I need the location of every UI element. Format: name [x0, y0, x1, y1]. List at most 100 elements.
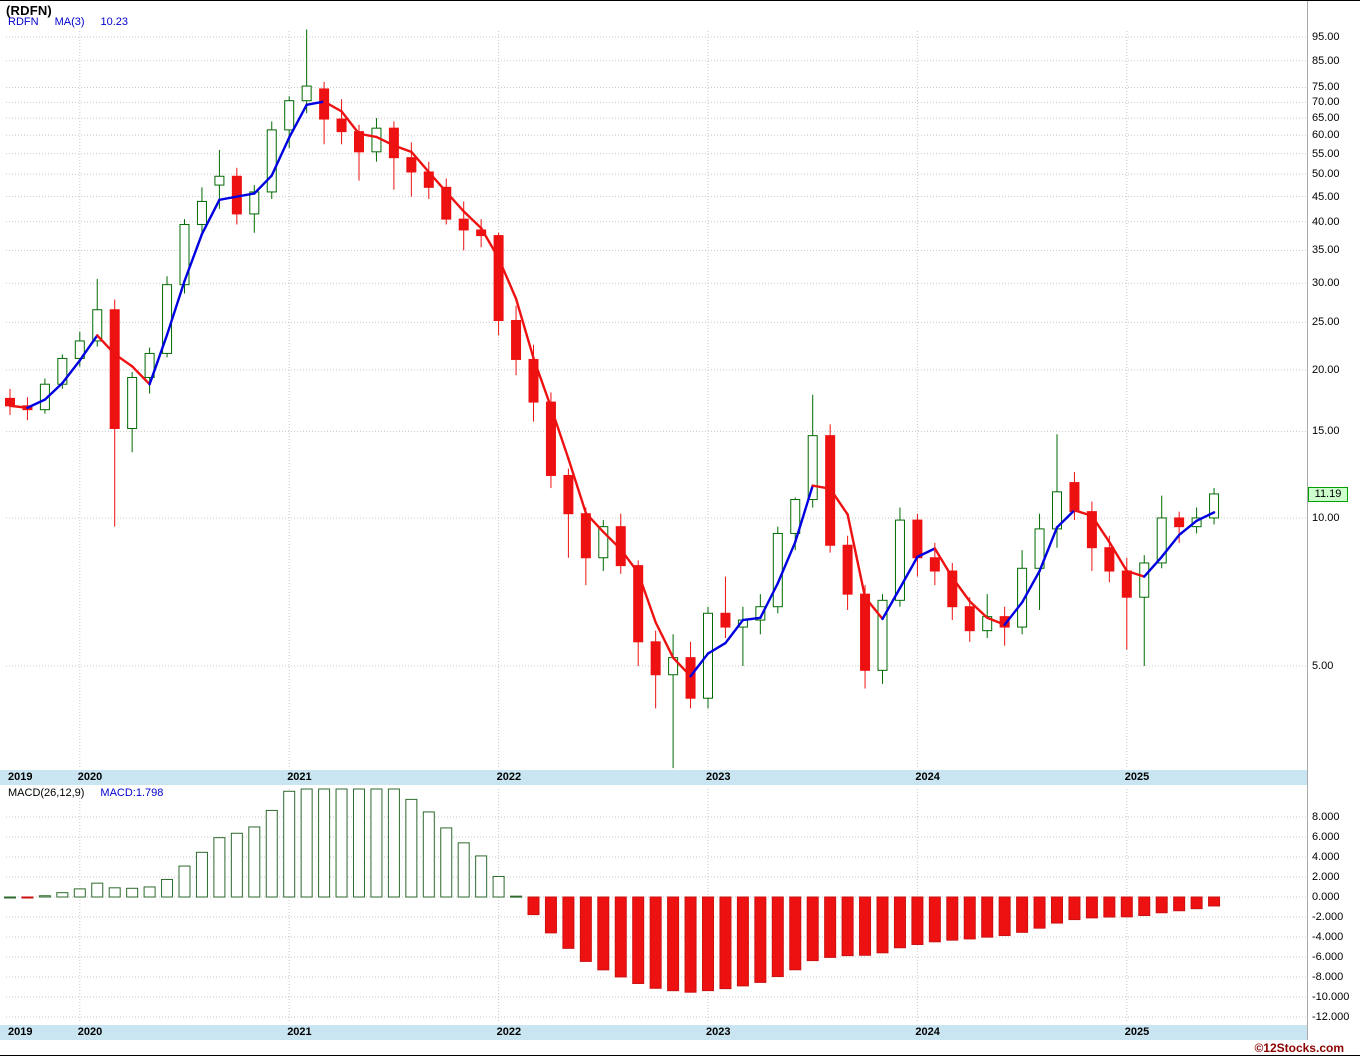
macd-histogram-bar — [719, 896, 732, 990]
ma-line-segment — [724, 618, 745, 645]
macd-histogram-bar — [911, 896, 924, 945]
ma-line-segment — [794, 484, 814, 544]
ma-line-segment — [288, 103, 308, 139]
ma-line-segment — [427, 170, 448, 194]
macd-histogram-bar — [161, 878, 174, 898]
ma-line-segment — [514, 297, 535, 360]
candle-body — [1139, 562, 1150, 598]
year-label: 2021 — [287, 771, 312, 783]
macd-histogram-bar — [1190, 896, 1203, 910]
ma-line-segment — [165, 279, 186, 337]
macd-x-axis-band: 2019 2020 2021 2022 2023 2024 2025 — [0, 1025, 1307, 1040]
macd-axis-label: 6.000 — [1312, 831, 1340, 843]
ma-line-segment — [532, 356, 553, 409]
ma-line-segment — [130, 365, 151, 386]
candle-body — [842, 544, 853, 595]
macd-histogram-bar — [405, 798, 418, 898]
macd-histogram-bar — [283, 790, 296, 898]
macd-histogram-bar — [492, 875, 505, 898]
ma-line-segment — [759, 582, 779, 619]
macd-histogram-bar — [265, 809, 278, 898]
candle-body — [354, 131, 364, 153]
macd-histogram-bar — [893, 896, 906, 949]
candle-body — [790, 499, 801, 534]
ma-line-segment — [1003, 601, 1024, 626]
macd-histogram-bar — [527, 896, 540, 916]
macd-histogram-bar — [684, 896, 697, 993]
macd-histogram-bar — [649, 896, 662, 989]
macd-histogram-bar — [981, 896, 994, 938]
ma-line-segment — [863, 596, 884, 621]
ma-line-segment — [392, 144, 413, 154]
macd-value-label: MACD:1.798 — [100, 787, 164, 799]
site-watermark[interactable]: ©12Stocks.com — [1254, 1041, 1344, 1055]
ma-line-segment — [410, 150, 430, 174]
ma-line-segment — [1090, 514, 1111, 544]
candle-body — [493, 235, 504, 321]
ma-line-segment — [986, 616, 1006, 626]
candle-body — [1017, 567, 1028, 628]
macd-histogram-bar — [754, 896, 767, 983]
macd-histogram-bar — [1051, 896, 1063, 924]
year-label: 2024 — [915, 771, 940, 783]
macd-axis-label: 8.000 — [1312, 811, 1340, 823]
price-axis-label: 15.00 — [1312, 425, 1340, 438]
ma-line-segment — [776, 540, 797, 585]
candle-body — [1121, 570, 1132, 598]
macd-histogram-bar — [335, 788, 348, 898]
ma-line-segment — [497, 256, 518, 300]
ma-line-segment — [148, 333, 169, 386]
ma-line-segment — [218, 195, 239, 202]
ma-line-segment — [26, 398, 47, 409]
price-axis-label: 10.00 — [1312, 511, 1340, 524]
candle-body — [877, 599, 888, 671]
macd-histogram-bar — [143, 886, 156, 898]
macd-histogram-bar — [1138, 896, 1151, 917]
candle-body — [563, 474, 574, 515]
legend-ma-label: MA(3) — [54, 16, 85, 28]
candle-body — [127, 376, 138, 429]
macd-histogram-bar — [21, 896, 34, 899]
candle-body — [301, 85, 312, 102]
ma-line-segment — [357, 132, 378, 139]
candle-body — [196, 200, 207, 225]
ma-line-segment — [8, 404, 29, 409]
candle-body — [703, 612, 713, 699]
year-label: 2021 — [287, 1026, 312, 1038]
price-axis-label: 75.00 — [1312, 81, 1340, 94]
macd-axis-label: 4.000 — [1312, 851, 1340, 863]
macd-histogram-bar — [998, 896, 1011, 937]
ma-line-segment — [96, 334, 116, 356]
candle-body — [947, 570, 958, 608]
candle-body — [772, 532, 783, 608]
macd-histogram-bar — [579, 896, 592, 962]
ma-line-segment — [43, 381, 64, 401]
macd-histogram-bar — [178, 865, 191, 898]
candle-body — [336, 118, 347, 133]
ma-line-segment — [741, 616, 762, 622]
year-label: 2025 — [1124, 1026, 1150, 1038]
macd-histogram-bar — [248, 826, 261, 898]
year-label: 2019 — [8, 1026, 33, 1038]
macd-histogram-bar — [475, 855, 488, 898]
macd-histogram-bar — [353, 788, 365, 898]
price-axis-label: 60.00 — [1312, 129, 1340, 142]
legend-symbol: RDFN — [8, 16, 39, 28]
ma-line-segment — [951, 576, 971, 603]
macd-histogram-bar — [126, 887, 139, 898]
macd-histogram-bar — [806, 896, 819, 962]
year-label: 2023 — [706, 771, 731, 783]
candle-body — [580, 513, 591, 559]
candle-body — [633, 565, 644, 643]
ma-line-segment — [183, 232, 204, 283]
price-axis-label: 85.00 — [1312, 54, 1340, 67]
ma-line-segment — [322, 100, 343, 113]
ma-line-segment — [1073, 509, 1094, 518]
price-axis-label: 30.00 — [1312, 277, 1340, 290]
price-x-axis-band: 2019 2020 2021 2022 2023 2024 2025 — [0, 770, 1307, 785]
ma-line-segment — [567, 457, 588, 515]
macd-histogram-bar — [1155, 896, 1168, 914]
candle-body — [807, 435, 818, 501]
macd-histogram-bar — [300, 788, 313, 898]
macd-axis-label: 0.000 — [1312, 891, 1340, 903]
